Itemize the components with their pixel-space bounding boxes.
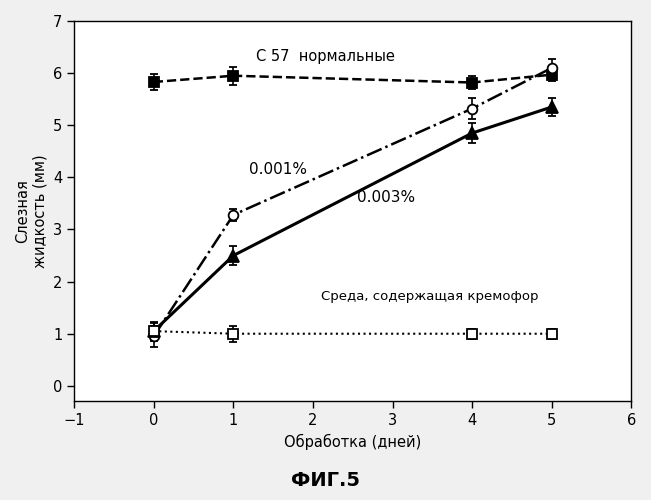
- Text: Среда, содержащая кремофор: Среда, содержащая кремофор: [321, 290, 538, 302]
- X-axis label: Обработка (дней): Обработка (дней): [284, 434, 421, 450]
- Text: 0.003%: 0.003%: [357, 190, 415, 204]
- Text: С 57  нормальные: С 57 нормальные: [256, 49, 395, 64]
- Y-axis label: Слезная
жидкость (мм): Слезная жидкость (мм): [15, 154, 48, 268]
- Text: 0.001%: 0.001%: [249, 162, 307, 177]
- Text: ФИГ.5: ФИГ.5: [291, 471, 360, 490]
